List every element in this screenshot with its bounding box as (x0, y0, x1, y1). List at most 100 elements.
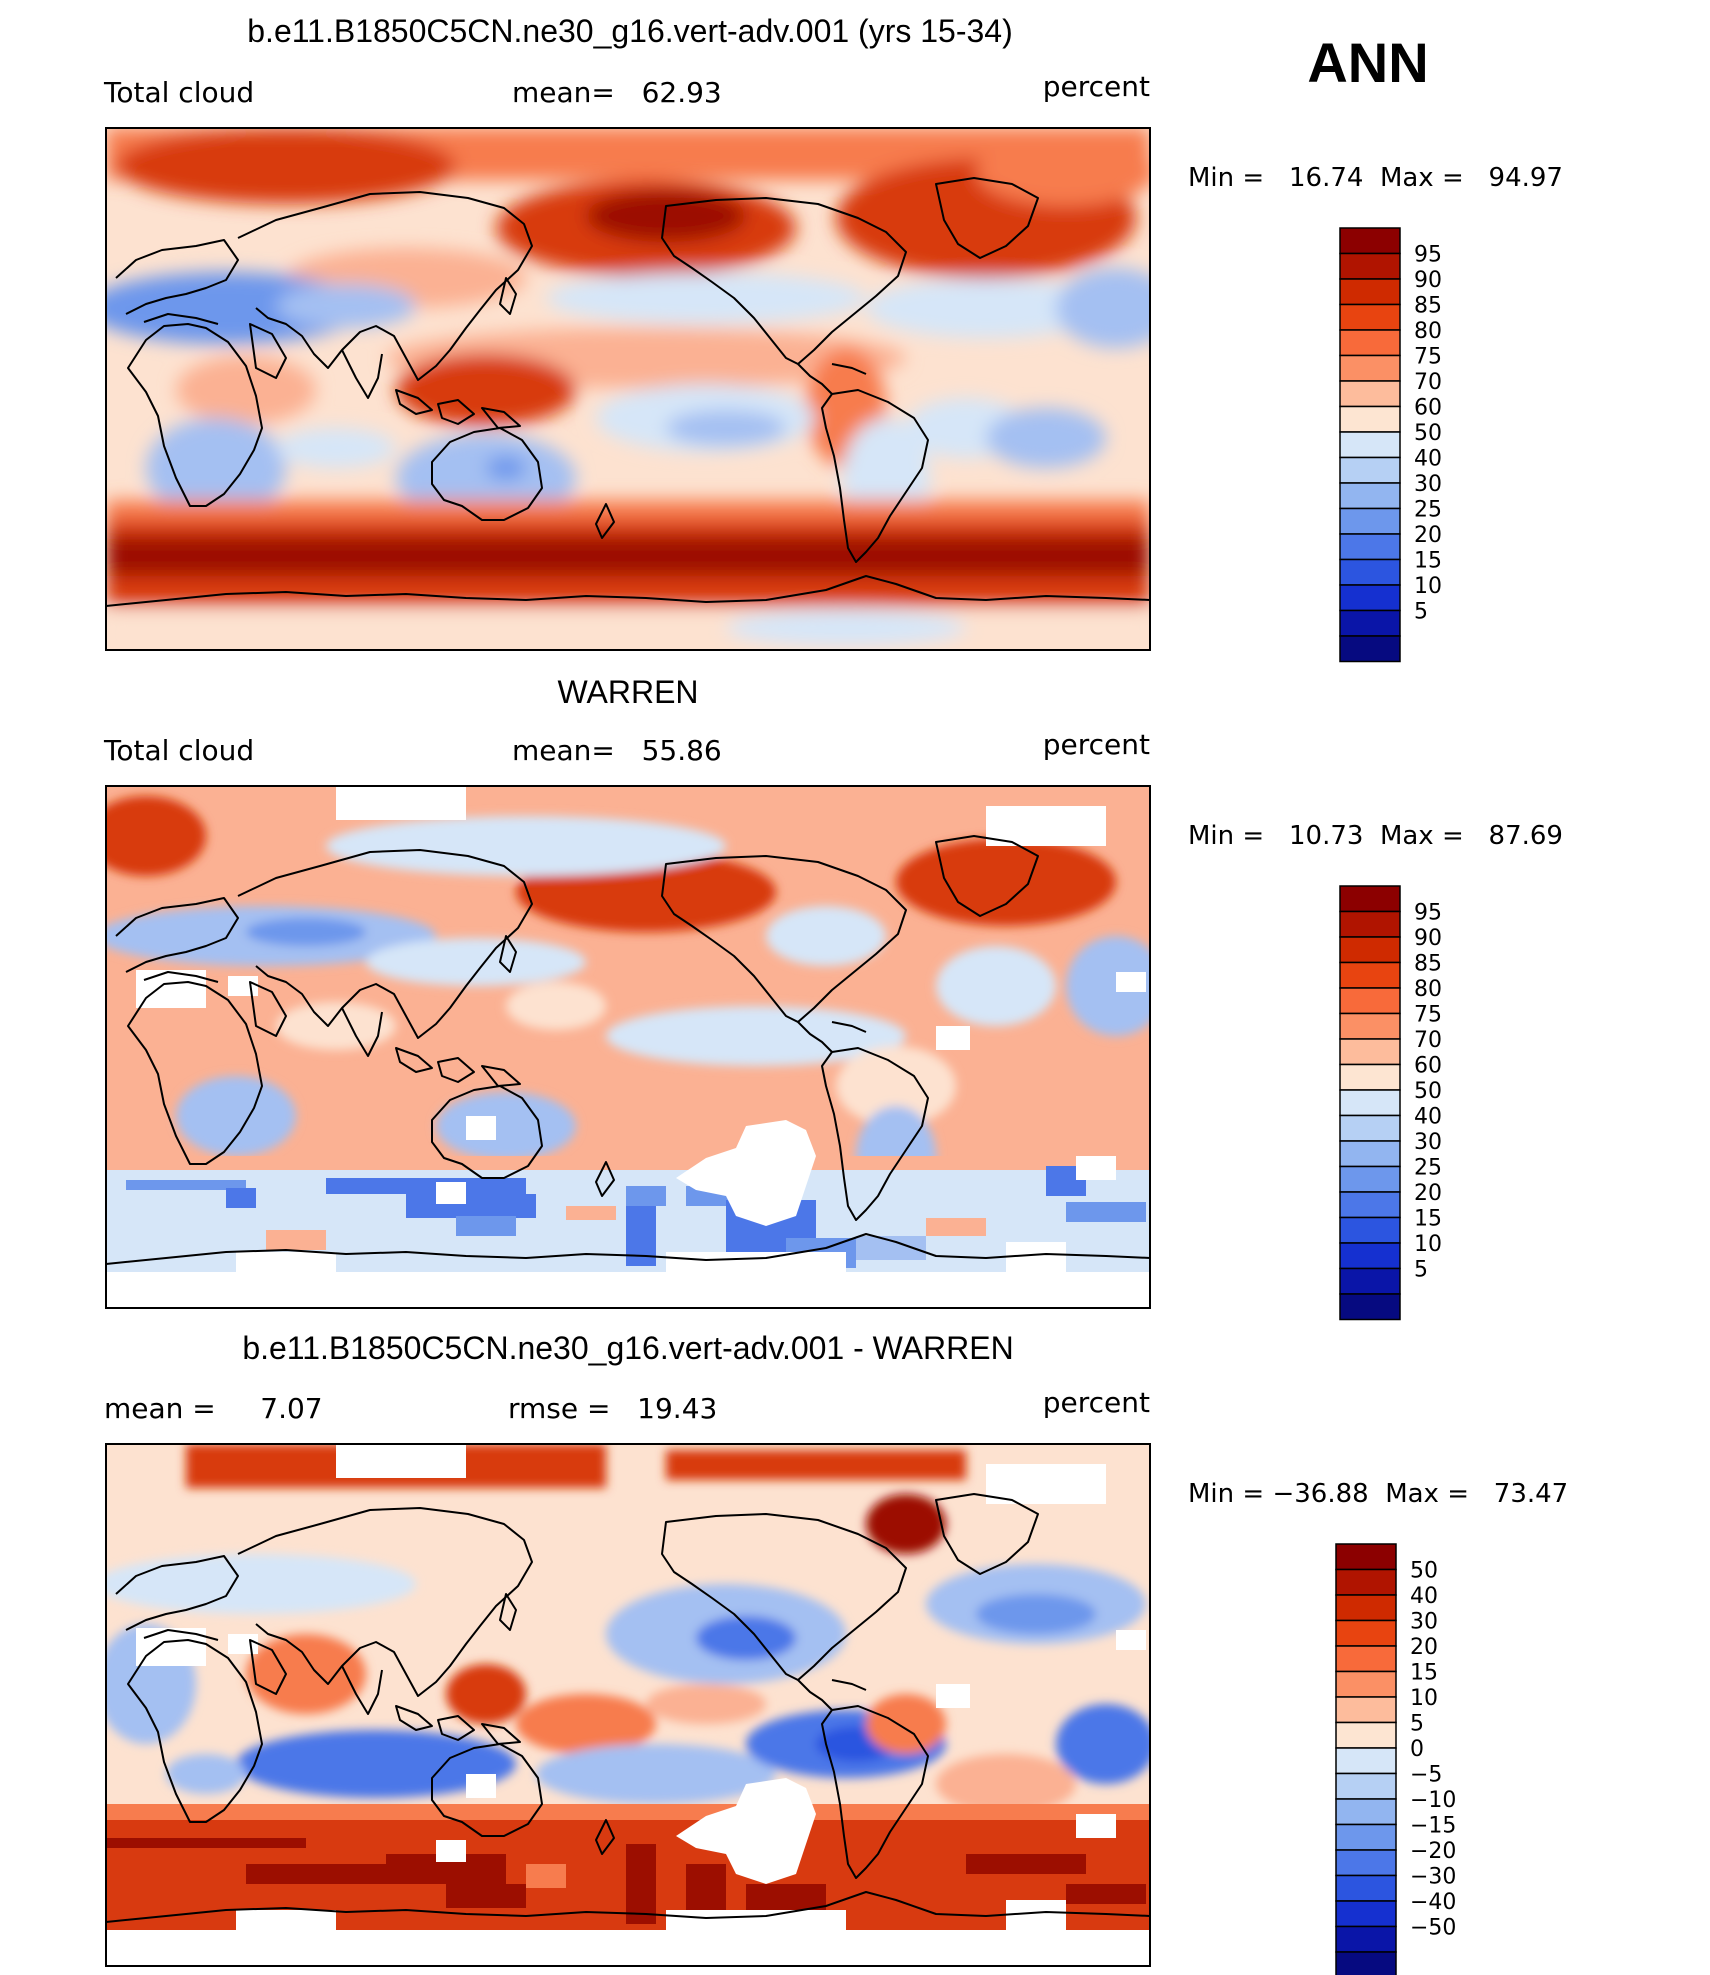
colorbar-swatch (1339, 1038, 1401, 1066)
colorbar-tick-label: 85 (1414, 952, 1442, 977)
colorbar-tick-label: 20 (1414, 1181, 1442, 1206)
colorbar-swatch (1335, 1925, 1397, 1953)
colorbar-tick-label: −40 (1410, 1890, 1456, 1915)
colorbar-tick-label: 15 (1410, 1661, 1438, 1686)
colorbar-swatch (1339, 1191, 1401, 1219)
panel-model-mean: mean= 62.93 (512, 76, 722, 109)
colorbar-swatch (1339, 482, 1401, 510)
colorbar-tick-label: 20 (1410, 1635, 1438, 1660)
panel-model-title: b.e11.B1850C5CN.ne30_g16.vert-adv.001 (y… (247, 13, 1013, 49)
colorbar-swatch (1335, 1543, 1397, 1571)
colorbar-tick-label: 15 (1414, 1207, 1442, 1232)
colorbar-swatch (1335, 1568, 1397, 1596)
colorbar-tick-label: 30 (1414, 472, 1442, 497)
colorbar-tick-label: 75 (1414, 1003, 1442, 1028)
colorbar-tick-label: 25 (1414, 498, 1442, 523)
colorbar-swatch (1339, 1140, 1401, 1168)
panel-diff-stats: Min = −36.88 Max = 73.47 (1188, 1479, 1568, 1509)
colorbar-swatch (1335, 1696, 1397, 1724)
colorbar-tick-label: 50 (1414, 421, 1442, 446)
colorbar-swatch (1339, 987, 1401, 1015)
colorbar-swatch (1339, 278, 1401, 306)
colorbar-swatch (1335, 1594, 1397, 1622)
colorbar-tick-label: −30 (1410, 1865, 1456, 1890)
colorbar-swatch (1339, 1242, 1401, 1270)
colorbar-tick-label: 80 (1414, 319, 1442, 344)
panel-model-units: percent (1043, 70, 1150, 103)
colorbar-swatch (1335, 1645, 1397, 1673)
colorbar-swatch (1339, 910, 1401, 938)
colorbar-swatch (1339, 227, 1401, 255)
colorbar-swatch (1335, 1670, 1397, 1698)
panel-obs: WARREN Total cloud mean= 55.86 percent (103, 674, 1563, 1321)
panel-diff: b.e11.B1850C5CN.ne30_g16.vert-adv.001 - … (104, 1330, 1568, 1975)
colorbar-swatch (1339, 507, 1401, 535)
colorbar-tick-label: 85 (1414, 294, 1442, 319)
colorbar-swatch (1335, 1823, 1397, 1851)
colorbar-swatch (1339, 533, 1401, 561)
colorbar-swatch (1339, 354, 1401, 382)
colorbar-swatch (1335, 1900, 1397, 1928)
panel-model-variable: Total cloud (103, 76, 254, 109)
colorbar-swatch (1339, 584, 1401, 612)
panel-obs-stats: Min = 10.73 Max = 87.69 (1188, 821, 1563, 851)
colorbar-swatch (1339, 936, 1401, 964)
colorbar-tick-label: −15 (1410, 1814, 1456, 1839)
colorbar-swatch (1339, 380, 1401, 408)
panel-diff-title: b.e11.B1850C5CN.ne30_g16.vert-adv.001 - … (242, 1330, 1013, 1366)
season-label: ANN (1307, 31, 1428, 94)
colorbar-swatch (1339, 961, 1401, 989)
colorbar-tick-label: −5 (1410, 1763, 1442, 1788)
colorbar-swatch (1339, 1063, 1401, 1091)
panel-obs-units: percent (1043, 728, 1150, 761)
colorbar-tick-label: 90 (1414, 268, 1442, 293)
colorbar-tick-label: 70 (1414, 370, 1442, 395)
colorbar-tick-label: 50 (1410, 1559, 1438, 1584)
colorbar-swatch (1335, 1951, 1397, 1975)
colorbar-tick-label: 50 (1414, 1079, 1442, 1104)
colorbar-tick-label: 75 (1414, 345, 1442, 370)
colorbar-swatch (1339, 303, 1401, 331)
colorbar-tick-label: 60 (1414, 396, 1442, 421)
colorbar-swatch (1339, 1165, 1401, 1193)
colorbar-swatch (1335, 1619, 1397, 1647)
colorbar-tick-label: 40 (1414, 1105, 1442, 1130)
colorbar-tick-label: 80 (1414, 977, 1442, 1002)
colorbar-swatch (1335, 1772, 1397, 1800)
panel-model-stats: Min = 16.74 Max = 94.97 (1188, 163, 1563, 193)
panel-model: b.e11.B1850C5CN.ne30_g16.vert-adv.001 (y… (103, 13, 1563, 663)
colorbar-swatch (1339, 1012, 1401, 1040)
colorbar-tick-label: 0 (1410, 1737, 1424, 1762)
colorbar-tick-label: 70 (1414, 1028, 1442, 1053)
colorbar-tick-label: 25 (1414, 1156, 1442, 1181)
colorbar-tick-label: −50 (1410, 1916, 1456, 1941)
colorbar-swatch (1335, 1798, 1397, 1826)
map-diff (105, 1443, 1151, 1967)
colorbar-swatch (1335, 1721, 1397, 1749)
colorbar-swatch (1339, 885, 1401, 913)
colorbar-swatch (1339, 252, 1401, 280)
colorbar-tick-label: 95 (1414, 901, 1442, 926)
colorbar-swatch (1339, 431, 1401, 459)
colorbar-swatch (1339, 1216, 1401, 1244)
colorbar-swatch (1339, 329, 1401, 357)
colorbar-tick-label: 30 (1414, 1130, 1442, 1155)
map-obs (105, 785, 1151, 1309)
colorbar-swatch (1339, 609, 1401, 637)
colorbar-tick-label: 15 (1414, 549, 1442, 574)
colorbar-tick-label: 40 (1414, 447, 1442, 472)
colorbar-tick-label: 10 (1414, 1232, 1442, 1257)
colorbar-swatch (1335, 1849, 1397, 1877)
colorbar-swatch (1339, 558, 1401, 586)
colorbar-tick-label: 60 (1414, 1054, 1442, 1079)
colorbar-tick-label: 95 (1414, 243, 1442, 268)
colorbar-tick-label: 20 (1414, 523, 1442, 548)
panel-obs-title: WARREN (557, 674, 698, 710)
map-model (105, 127, 1151, 651)
panel-diff-rmse: rmse = 19.43 (508, 1392, 717, 1425)
colorbar-swatch (1335, 1874, 1397, 1902)
colorbar-tick-label: 5 (1414, 1258, 1428, 1283)
